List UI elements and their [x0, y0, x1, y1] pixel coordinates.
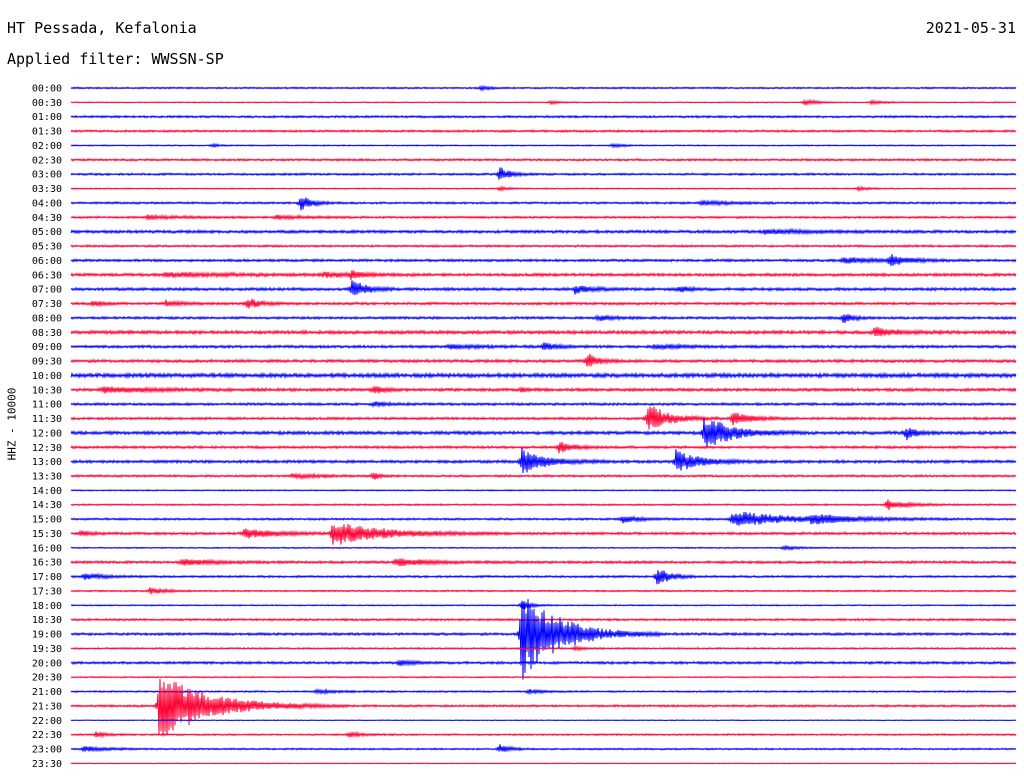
filter-label: Applied filter: WWSSN-SP [7, 50, 224, 68]
trace-06 [70, 167, 1017, 180]
trace-14 [70, 280, 1017, 296]
time-label-29: 14:30 [32, 500, 62, 511]
time-label-41: 20:30 [32, 673, 62, 684]
trace-19 [70, 353, 1017, 367]
time-label-04: 02:00 [32, 141, 62, 152]
time-label-22: 11:00 [32, 400, 62, 411]
time-label-02: 01:00 [32, 112, 62, 123]
time-label-35: 17:30 [32, 586, 62, 597]
time-label-12: 06:00 [32, 256, 62, 267]
time-label-34: 17:00 [32, 572, 62, 583]
trace-07 [70, 185, 1017, 193]
time-label-19: 09:30 [32, 357, 62, 368]
trace-25 [70, 441, 1017, 454]
time-label-40: 20:00 [32, 658, 62, 669]
time-label-06: 03:00 [32, 170, 62, 181]
time-label-00: 00:00 [32, 84, 62, 95]
time-label-24: 12:00 [32, 428, 62, 439]
time-label-46: 23:00 [32, 745, 62, 756]
trace-23 [70, 406, 1017, 430]
trace-43 [70, 678, 1017, 737]
time-label-23: 11:30 [32, 414, 62, 425]
trace-24 [70, 418, 1017, 447]
trace-35 [70, 586, 1017, 595]
trace-31 [70, 524, 1017, 545]
trace-10 [70, 227, 1017, 236]
time-label-43: 21:30 [32, 701, 62, 712]
time-label-08: 04:00 [32, 198, 62, 209]
trace-27 [70, 472, 1017, 481]
trace-11 [70, 244, 1017, 249]
time-label-20: 10:00 [32, 371, 62, 382]
time-label-28: 14:00 [32, 486, 62, 497]
trace-33 [70, 558, 1017, 567]
time-label-39: 19:30 [32, 644, 62, 655]
trace-15 [70, 298, 1017, 309]
time-label-37: 18:30 [32, 615, 62, 626]
trace-45 [70, 730, 1017, 739]
trace-32 [70, 544, 1017, 552]
time-label-01: 00:30 [32, 98, 62, 109]
trace-12 [70, 254, 1017, 266]
time-label-17: 08:30 [32, 328, 62, 339]
trace-01 [70, 98, 1017, 107]
time-label-05: 02:30 [32, 155, 62, 166]
trace-04 [70, 142, 1017, 149]
trace-40 [70, 658, 1017, 667]
time-label-30: 15:00 [32, 515, 62, 526]
trace-47 [70, 762, 1017, 765]
time-label-21: 10:30 [32, 385, 62, 396]
trace-20 [70, 371, 1017, 380]
time-label-31: 15:30 [32, 529, 62, 540]
time-label-16: 08:00 [32, 313, 62, 324]
trace-34 [70, 570, 1017, 585]
time-label-14: 07:00 [32, 285, 62, 296]
trace-41 [70, 675, 1017, 679]
trace-29 [70, 499, 1017, 510]
time-label-15: 07:30 [32, 299, 62, 310]
trace-26 [70, 447, 1017, 474]
time-label-03: 01:30 [32, 127, 62, 138]
trace-21 [70, 385, 1017, 394]
time-label-32: 16:00 [32, 543, 62, 554]
time-label-26: 13:00 [32, 457, 62, 468]
time-label-27: 13:30 [32, 471, 62, 482]
time-label-09: 04:30 [32, 213, 62, 224]
time-label-18: 09:00 [32, 342, 62, 353]
trace-42 [70, 687, 1017, 696]
time-label-36: 18:00 [32, 601, 62, 612]
trace-08 [70, 197, 1017, 211]
trace-16 [70, 313, 1017, 323]
trace-30 [70, 511, 1017, 526]
trace-18 [70, 342, 1017, 351]
time-label-07: 03:30 [32, 184, 62, 195]
time-label-45: 22:30 [32, 730, 62, 741]
time-label-44: 22:00 [32, 716, 62, 727]
trace-38 [70, 599, 1017, 680]
trace-13 [70, 270, 1017, 280]
time-label-42: 21:00 [32, 687, 62, 698]
time-label-47: 23:30 [32, 759, 62, 770]
trace-28 [70, 489, 1017, 492]
trace-05 [70, 157, 1017, 162]
time-label-25: 12:30 [32, 443, 62, 454]
trace-44 [70, 719, 1017, 722]
trace-09 [70, 213, 1017, 222]
time-label-13: 06:30 [32, 270, 62, 281]
date-label: 2021-05-31 [925, 19, 1016, 37]
trace-39 [70, 644, 1017, 652]
trace-02 [70, 114, 1017, 119]
time-label-38: 19:00 [32, 630, 62, 641]
trace-46 [70, 744, 1017, 753]
station-title: HT Pessada, Kefalonia [7, 19, 197, 37]
time-label-33: 16:30 [32, 558, 62, 569]
time-label-11: 05:30 [32, 242, 62, 253]
trace-36 [70, 601, 1017, 609]
trace-22 [70, 400, 1017, 409]
trace-17 [70, 327, 1017, 337]
trace-03 [70, 129, 1017, 134]
trace-00 [70, 84, 1017, 92]
time-label-10: 05:00 [32, 227, 62, 238]
